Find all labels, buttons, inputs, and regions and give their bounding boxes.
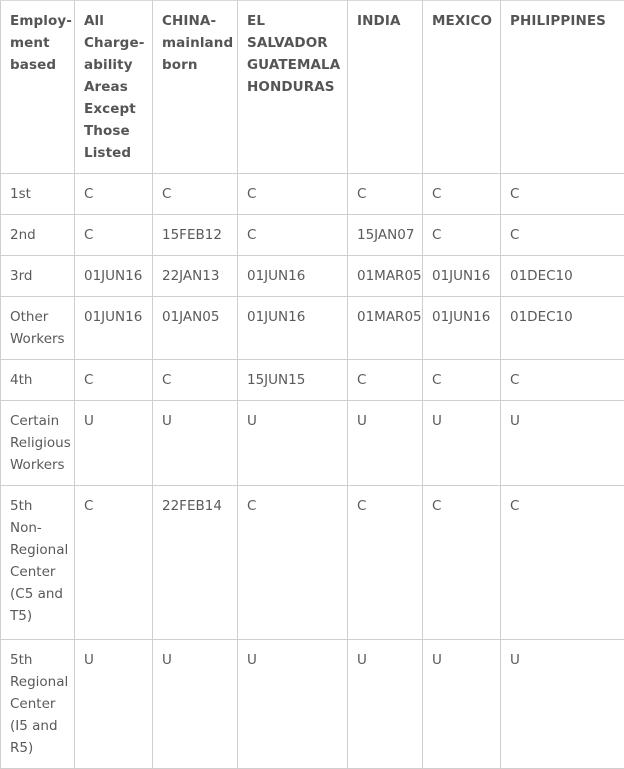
cell-china: 22JAN13 — [153, 256, 238, 297]
column-header-india: INDIA — [348, 1, 423, 174]
cell-india: C — [348, 174, 423, 215]
cell-all-areas: C — [75, 215, 153, 256]
cell-mexico: C — [423, 360, 501, 401]
cell-mexico: 01JUN16 — [423, 256, 501, 297]
cell-all-areas: U — [75, 640, 153, 769]
row-category-label: 3rd — [1, 256, 75, 297]
row-category-label: 4th — [1, 360, 75, 401]
cell-india: 15JAN07 — [348, 215, 423, 256]
cell-all-areas: C — [75, 174, 153, 215]
cell-el-salvador-guatemala-honduras: U — [238, 401, 348, 486]
cell-india: U — [348, 640, 423, 769]
table-row: 2nd C 15FEB12 C 15JAN07 C C — [1, 215, 624, 256]
table-row: 3rd 01JUN16 22JAN13 01JUN16 01MAR05 01JU… — [1, 256, 624, 297]
table-header: Employ-ment based All Charge-ability Are… — [1, 1, 624, 174]
cell-mexico: 01JUN16 — [423, 297, 501, 360]
cell-el-salvador-guatemala-honduras: 01JUN16 — [238, 256, 348, 297]
cell-china: U — [153, 401, 238, 486]
cell-el-salvador-guatemala-honduras: U — [238, 640, 348, 769]
cell-philippines: C — [501, 360, 624, 401]
cell-india: U — [348, 401, 423, 486]
table-row: Other Workers 01JUN16 01JAN05 01JUN16 01… — [1, 297, 624, 360]
row-category-label: Certain Religious Workers — [1, 401, 75, 486]
table-row: 1st C C C C C C — [1, 174, 624, 215]
row-category-label: 2nd — [1, 215, 75, 256]
cell-el-salvador-guatemala-honduras: 01JUN16 — [238, 297, 348, 360]
cell-mexico: C — [423, 215, 501, 256]
cell-el-salvador-guatemala-honduras: 15JUN15 — [238, 360, 348, 401]
table-row: 4th C C 15JUN15 C C C — [1, 360, 624, 401]
cell-mexico: U — [423, 401, 501, 486]
cell-philippines: U — [501, 640, 624, 769]
cell-india: 01MAR05 — [348, 256, 423, 297]
cell-mexico: U — [423, 640, 501, 769]
row-category-label: 5th Non-Regional Center (C5 and T5) — [1, 486, 75, 640]
cell-china: 22FEB14 — [153, 486, 238, 640]
cell-all-areas: C — [75, 486, 153, 640]
table-body: 1st C C C C C C 2nd C 15FEB12 C 15JAN07 … — [1, 174, 624, 769]
cell-china: 01JAN05 — [153, 297, 238, 360]
cell-india: C — [348, 360, 423, 401]
cell-mexico: C — [423, 174, 501, 215]
column-header-china-mainland-born: CHINA-mainland born — [153, 1, 238, 174]
row-category-label: 1st — [1, 174, 75, 215]
table-row: Certain Religious Workers U U U U U U — [1, 401, 624, 486]
cell-china: C — [153, 174, 238, 215]
cell-india: 01MAR05 — [348, 297, 423, 360]
cell-all-areas: 01JUN16 — [75, 297, 153, 360]
cell-all-areas: C — [75, 360, 153, 401]
cell-china: C — [153, 360, 238, 401]
cell-philippines: C — [501, 215, 624, 256]
cell-mexico: C — [423, 486, 501, 640]
cell-el-salvador-guatemala-honduras: C — [238, 215, 348, 256]
cell-el-salvador-guatemala-honduras: C — [238, 174, 348, 215]
cell-philippines: C — [501, 486, 624, 640]
cell-china: U — [153, 640, 238, 769]
header-row: Employ-ment based All Charge-ability Are… — [1, 1, 624, 174]
cell-philippines: 01DEC10 — [501, 297, 624, 360]
cell-china: 15FEB12 — [153, 215, 238, 256]
row-category-label: 5th Regional Center (I5 and R5) — [1, 640, 75, 769]
column-header-employment-based: Employ-ment based — [1, 1, 75, 174]
column-header-all-chargeability-areas: All Charge-ability Areas Except Those Li… — [75, 1, 153, 174]
cell-philippines: U — [501, 401, 624, 486]
cell-philippines: C — [501, 174, 624, 215]
column-header-mexico: MEXICO — [423, 1, 501, 174]
table-row: 5th Regional Center (I5 and R5) U U U U … — [1, 640, 624, 769]
cell-india: C — [348, 486, 423, 640]
column-header-el-salvador-guatemala-honduras: EL SALVADOR GUATEMALA HONDURAS — [238, 1, 348, 174]
table-row: 5th Non-Regional Center (C5 and T5) C 22… — [1, 486, 624, 640]
column-header-philippines: PHILIPPINES — [501, 1, 624, 174]
cell-philippines: 01DEC10 — [501, 256, 624, 297]
cell-all-areas: 01JUN16 — [75, 256, 153, 297]
cell-all-areas: U — [75, 401, 153, 486]
cell-el-salvador-guatemala-honduras: C — [238, 486, 348, 640]
row-category-label: Other Workers — [1, 297, 75, 360]
